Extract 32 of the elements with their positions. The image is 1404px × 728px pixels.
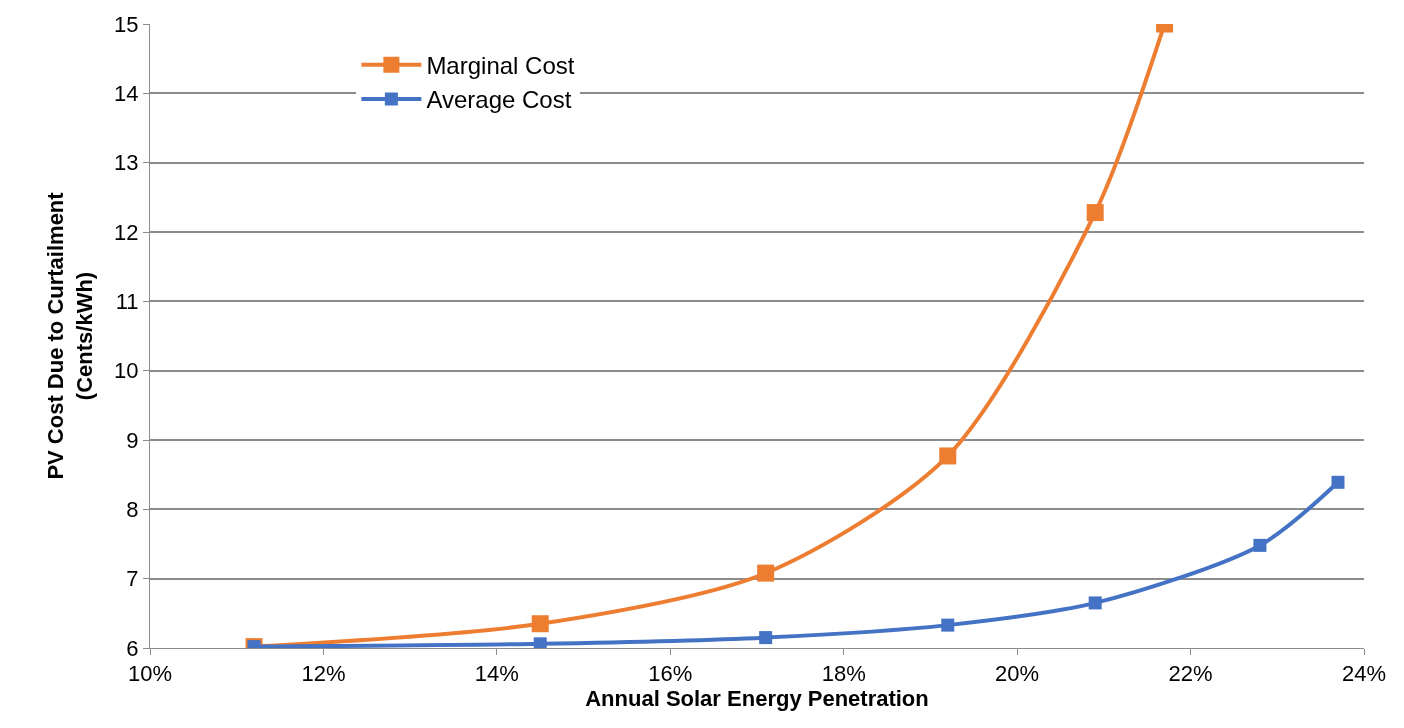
x-tick-label: 10% bbox=[127, 661, 173, 687]
legend-label: Marginal Cost bbox=[426, 52, 575, 80]
y-axis-title: PV Cost Due to Curtailment (Cents/kWh) bbox=[43, 191, 97, 480]
x-tick-label: 16% bbox=[648, 661, 693, 687]
x-tick-label: 20% bbox=[995, 661, 1040, 687]
point bbox=[1088, 596, 1102, 610]
y-tick-label: 10 bbox=[114, 358, 139, 384]
y-tick-label: 9 bbox=[126, 427, 139, 453]
point bbox=[1253, 538, 1267, 552]
legend-label: Average Cost bbox=[426, 86, 572, 114]
y-tick-label: 12 bbox=[114, 219, 139, 245]
x-axis-title: Annual Solar Energy Penetration bbox=[585, 686, 929, 712]
y-tick-label: 7 bbox=[126, 566, 139, 592]
y-tick-label: 6 bbox=[126, 635, 139, 661]
y-tick-label: 11 bbox=[115, 289, 139, 315]
x-tick-label: 22% bbox=[1168, 661, 1213, 687]
point bbox=[759, 631, 773, 645]
point bbox=[533, 637, 547, 648]
point bbox=[939, 447, 957, 465]
point bbox=[531, 615, 549, 633]
y-tick-label: 13 bbox=[114, 150, 139, 176]
point bbox=[757, 564, 775, 582]
y-tick-label: 8 bbox=[126, 497, 139, 523]
x-tick-label: 18% bbox=[821, 661, 866, 687]
x-tick-label: 12% bbox=[301, 661, 346, 687]
point bbox=[941, 618, 955, 632]
point bbox=[1331, 475, 1345, 489]
y-tick-label: 14 bbox=[114, 81, 139, 107]
x-tick-label: 14% bbox=[474, 661, 519, 687]
y-tick-label: 15 bbox=[114, 11, 139, 37]
x-tick-label: 24% bbox=[1341, 661, 1387, 687]
point bbox=[1086, 204, 1104, 222]
